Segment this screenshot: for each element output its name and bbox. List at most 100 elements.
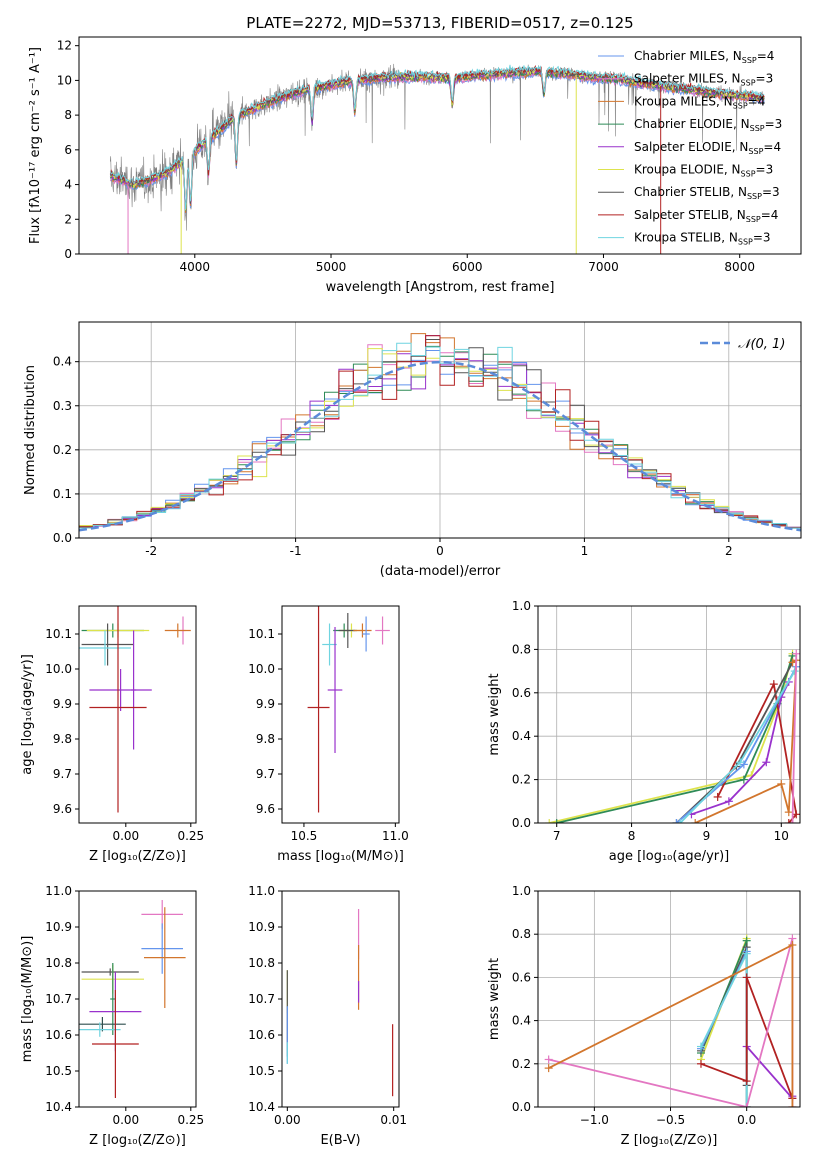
y-tick-label: 4 (64, 178, 72, 192)
plus-marker (739, 775, 748, 784)
age_vs_mass-plot-area (282, 606, 399, 823)
x-tick-label: 0.25 (177, 1113, 204, 1127)
residual-legend: 𝒩(0, 1) (700, 337, 785, 352)
y-tick-label: 10.6 (45, 1028, 72, 1042)
legend-label: Salpeter MILES, NSSP=3 (634, 72, 773, 88)
y-tick-label: 1.0 (512, 599, 531, 613)
x-tick-label: 10.5 (291, 829, 318, 843)
y-tick-label: 10.5 (248, 1064, 275, 1078)
y-tick-label: 0.1 (53, 487, 72, 501)
age_vs_Z-axes: 0.00 0.25 9.6 9.7 9.8 9.9 10.0 10.1 Z [log₁₀(Z/Z… (20, 605, 204, 864)
plus-marker (792, 649, 800, 658)
age_vs_Z-plot-area (79, 606, 196, 823)
plus-marker (736, 758, 745, 767)
y-tick-label: 10 (57, 73, 72, 87)
x-axis-label: Z [log₁₀(Z/Z⊙)] (89, 1133, 186, 1148)
spectrum-marks (109, 63, 765, 254)
y-tick-label: 0.8 (512, 642, 531, 656)
y-tick-label: 10.0 (248, 662, 275, 676)
y-tick-label: 10.1 (45, 627, 72, 641)
legend-label-sub: SSP (750, 124, 765, 133)
legend-label-sub: SSP (742, 56, 757, 65)
plus-marker (784, 819, 793, 823)
errorbar-point (144, 907, 186, 1008)
legend-label-sub: SSP (748, 147, 763, 156)
x-tick-label: 0.0 (737, 1113, 756, 1127)
y-tick-label: 1.0 (512, 884, 531, 898)
x-tick-label: 5000 (316, 260, 347, 274)
errorbar-point (164, 623, 191, 638)
x-tick-label: 0.01 (380, 1113, 407, 1127)
model-spectrum (109, 64, 765, 210)
plus-marker (676, 819, 685, 823)
plus-marker (713, 792, 722, 801)
residual-histogram (79, 342, 801, 538)
x-tick-label: 7 (553, 829, 561, 843)
y-tick-label: 10.7 (45, 992, 72, 1006)
plus-marker (724, 797, 733, 806)
legend-label-sub: SSP (741, 79, 756, 88)
y-tick-label: 0.0 (512, 1100, 531, 1114)
errorbar-point (81, 623, 134, 666)
y-tick-label: 0.0 (512, 816, 531, 830)
x-axis-label: wavelength [Angstrom, rest frame] (326, 280, 555, 295)
errorbar-point (141, 923, 183, 974)
legend-label: 𝒩(0, 1) (738, 337, 785, 352)
y-axis-label: mass [log₁₀(M/M⊙)] (20, 936, 35, 1063)
legend-label-text: Salpeter MILES, N (634, 72, 741, 86)
plus-marker (742, 973, 751, 982)
massweight_vs_Z-marks (544, 934, 797, 1107)
massweight_vs_age-plot-area (538, 606, 800, 823)
legend-label-text: Salpeter STELIB, N (634, 208, 746, 222)
errorbar-point (79, 1022, 121, 1037)
y-tick-label: 0 (64, 247, 72, 261)
plus-marker (672, 819, 681, 823)
errorbar-point (131, 630, 137, 750)
figure-title: PLATE=2272, MJD=53713, FIBERID=0517, z=0… (246, 14, 633, 32)
legend-label: Kroupa ELODIE, NSSP=3 (634, 163, 773, 179)
y-tick-label: 10.7 (248, 992, 275, 1006)
mass_vs_EBV-plot-area (282, 891, 399, 1107)
residuals-marks (79, 333, 801, 538)
normal-reference-curve (79, 360, 801, 532)
plus-marker (545, 819, 554, 823)
legend-label-sub: SSP (733, 101, 748, 110)
y-axis-label: Normed distribution (23, 365, 38, 495)
y-axis-label: mass weight (487, 673, 502, 755)
y-tick-label: 10.5 (45, 1064, 72, 1078)
y-tick-label: 0.2 (512, 773, 531, 787)
massweight_vs_Z-plot-area (538, 891, 800, 1107)
plus-marker (762, 758, 771, 767)
y-tick-label: 10.4 (45, 1100, 72, 1114)
legend-label: Chabrier STELIB, NSSP=3 (634, 185, 780, 201)
x-tick-label: 10 (774, 829, 789, 843)
mass_vs_Z-axes: 0.00 0.25 10.4 10.5 10.6 10.7 10.8 10.9 11.0 Z [l… (20, 884, 204, 1148)
massweight_vs_age-marks (545, 649, 800, 823)
age_vs_Z-panel: 0.00 0.25 9.6 9.7 9.8 9.9 10.0 10.1 Z [log₁₀(Z/Z… (20, 605, 204, 864)
legend-label-text: Chabrier ELODIE, N (634, 117, 750, 131)
massweight_vs_age-panel: 7 8 9 10 0.0 0.2 0.4 0.6 0.8 1.0 age [log₁₀(age/yr… (487, 599, 801, 864)
age_vs_mass-panel: 10.5 11.0 9.6 9.7 9.8 9.9 10.0 10.1 mass [log₁₀(… (248, 605, 409, 864)
y-axis-label: age [log₁₀(age/yr)] (20, 654, 35, 775)
y-tick-label: 10.6 (248, 1028, 275, 1042)
mass-weight-line (791, 653, 798, 823)
legend-label-suffix: =3 (753, 231, 771, 245)
residuals-panel: -2 -1 0 1 2 0.0 0.1 0.2 0.3 0.4 (data-model)/error… (23, 321, 802, 579)
legend-label: Chabrier ELODIE, NSSP=3 (634, 117, 782, 133)
x-tick-label: -2 (145, 544, 157, 558)
errorbar-point (362, 616, 370, 652)
legend-label-text: Chabrier MILES, N (634, 49, 742, 63)
legend-label: Salpeter STELIB, NSSP=4 (634, 208, 778, 224)
x-tick-label: 2 (725, 544, 733, 558)
plus-marker (769, 680, 778, 689)
y-tick-label: 9.6 (53, 802, 72, 816)
y-tick-label: 6 (64, 143, 72, 157)
mass_vs_Z-marks (79, 900, 186, 1098)
plus-marker (544, 1055, 553, 1064)
y-tick-label: 11.0 (248, 884, 275, 898)
y-tick-label: 0.4 (512, 1014, 531, 1028)
mass_vs_EBV-panel: 0.00 0.01 10.4 10.5 10.6 10.7 10.8 10.9 11.0 E(B-… (248, 884, 407, 1148)
y-tick-label: 0.4 (53, 355, 72, 369)
residuals-axes: -2 -1 0 1 2 0.0 0.1 0.2 0.3 0.4 (data-model)/error… (23, 321, 802, 579)
y-tick-label: 10.4 (248, 1100, 275, 1114)
